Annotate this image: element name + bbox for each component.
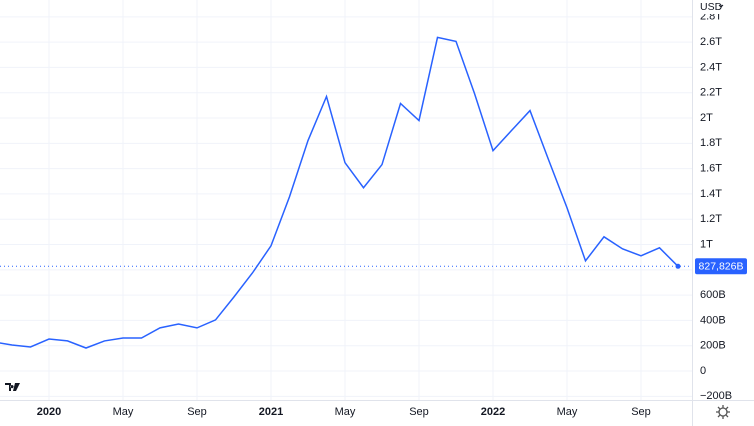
- y-tick-label: 1.6T: [700, 163, 722, 175]
- y-tick-label: 2T: [700, 112, 713, 124]
- y-tick-label: 200B: [700, 340, 726, 352]
- tv-logo: [3, 378, 23, 395]
- settings-button[interactable]: [716, 405, 730, 419]
- currency-bg: [694, 0, 754, 14]
- x-tick-label: 2021: [259, 406, 283, 418]
- x-tick-label: May: [335, 406, 356, 418]
- x-tick-label: Sep: [187, 406, 207, 418]
- gear-icon[interactable]: [718, 407, 728, 417]
- currency-label[interactable]: USD: [700, 1, 723, 13]
- y-tick-label: 2.2T: [700, 87, 722, 99]
- y-tick-label: 2.4T: [700, 61, 722, 73]
- last-value-badge: [695, 258, 747, 275]
- x-tick-label: 2020: [37, 406, 61, 418]
- y-tick-label: −200B: [700, 390, 732, 402]
- y-tick-label: 1T: [700, 238, 713, 250]
- plot: [0, 36, 692, 349]
- y-tick-label: 0: [700, 365, 706, 377]
- gear-teeth[interactable]: [716, 405, 730, 419]
- y-tick-label: 2.6T: [700, 36, 722, 48]
- last-value-label: 827,826B: [699, 261, 744, 273]
- x-tick-label: Sep: [409, 406, 429, 418]
- currency-caret[interactable]: [718, 4, 724, 8]
- x-tick-label: 2022: [481, 406, 505, 418]
- y-tick-label: 1.4T: [700, 188, 722, 200]
- y-tick-label: 1.8T: [700, 137, 722, 149]
- y-tick-label: 400B: [700, 314, 726, 326]
- y-tick-label: 1.2T: [700, 213, 722, 225]
- x-tick-label: May: [557, 406, 578, 418]
- last-point: [675, 263, 681, 269]
- grid: [0, 0, 692, 400]
- x-tick-label: May: [113, 406, 134, 418]
- x-tick-label: Sep: [631, 406, 651, 418]
- y-tick-label: 600B: [700, 289, 726, 301]
- axes: −200B0200B400B600B800B1T1.2T1.4T1.6T1.8T…: [37, 0, 754, 418]
- logo-mark: [5, 383, 20, 391]
- line: [0, 36, 679, 349]
